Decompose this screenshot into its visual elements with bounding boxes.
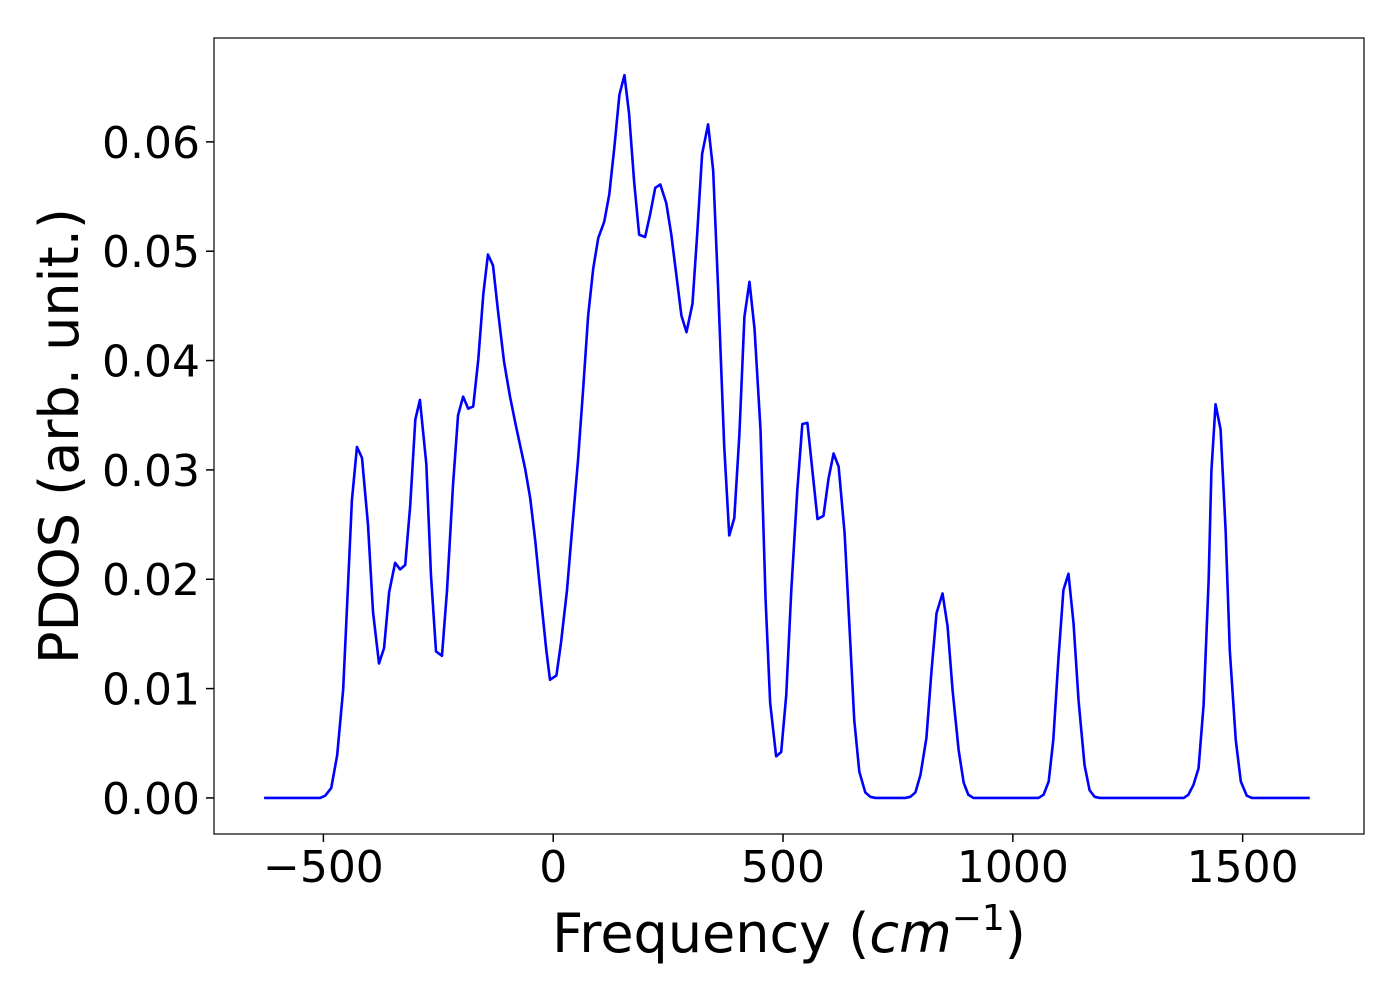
x-tick-label: −500 xyxy=(263,842,384,893)
y-tick-label: 0.05 xyxy=(102,227,200,278)
x-tick-label: 0 xyxy=(539,842,567,893)
x-tick-label: 500 xyxy=(741,842,825,893)
data-line xyxy=(264,73,1310,800)
y-tick-label: 0.03 xyxy=(102,446,200,497)
x-label-text: Frequency ( xyxy=(552,902,869,965)
y-tick-label: 0.02 xyxy=(102,555,200,606)
x-label-superscript: −1 xyxy=(952,898,1005,939)
y-tick-label: 0.06 xyxy=(102,118,200,169)
x-tick-label: 1500 xyxy=(1187,842,1299,893)
x-label-math: cm xyxy=(869,902,951,965)
y-axis-label: PDOS (arb. unit.) xyxy=(28,208,91,664)
x-tick-label: 1000 xyxy=(957,842,1069,893)
y-tick-label: 0.01 xyxy=(102,665,200,716)
plot-frame xyxy=(213,37,1365,835)
y-tick-label: 0.00 xyxy=(102,774,200,825)
y-tick-label: 0.04 xyxy=(102,337,200,388)
x-axis-label: Frequency (cm−1) xyxy=(552,898,1026,965)
x-label-close: ) xyxy=(1005,902,1026,965)
